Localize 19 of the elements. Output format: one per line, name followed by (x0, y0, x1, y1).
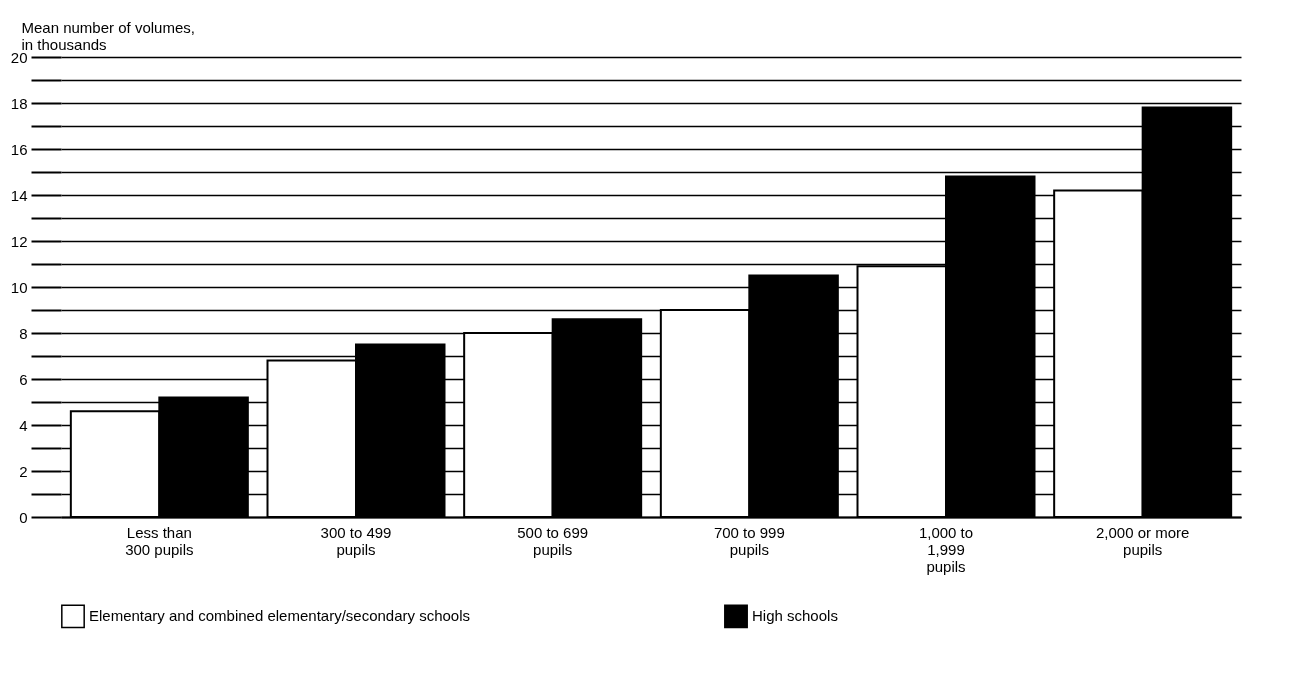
y-tick-label: 0 (19, 508, 28, 526)
x-tick-label: 300 to 499 pupils (320, 523, 392, 558)
x-tick-label: 700 to 999 pupils (713, 523, 785, 558)
y-tick-label: 18 (10, 94, 28, 112)
y-tick-label: 12 (10, 232, 28, 250)
y-axis-title: Mean number of volumes, in thousands (21, 18, 195, 53)
y-tick-label: 6 (19, 370, 28, 388)
y-tick-label: 2 (19, 462, 28, 480)
y-tick-label: 14 (10, 186, 28, 204)
y-tick-label: 10 (10, 278, 28, 296)
legend-label: High schools (752, 607, 838, 625)
x-tick-label: Less than 300 pupils (125, 523, 194, 558)
x-tick-label: 500 to 699 pupils (517, 523, 589, 558)
y-tick-label: 8 (19, 324, 28, 342)
y-tick-label: 4 (19, 416, 28, 434)
x-tick-label: 1,000 to 1,999 pupils (918, 523, 974, 575)
x-tick-label: 2,000 or more pupils (1095, 523, 1190, 558)
legend-label: Elementary and combined elementary/secondary schools (89, 607, 471, 625)
y-tick-label: 16 (10, 140, 28, 158)
